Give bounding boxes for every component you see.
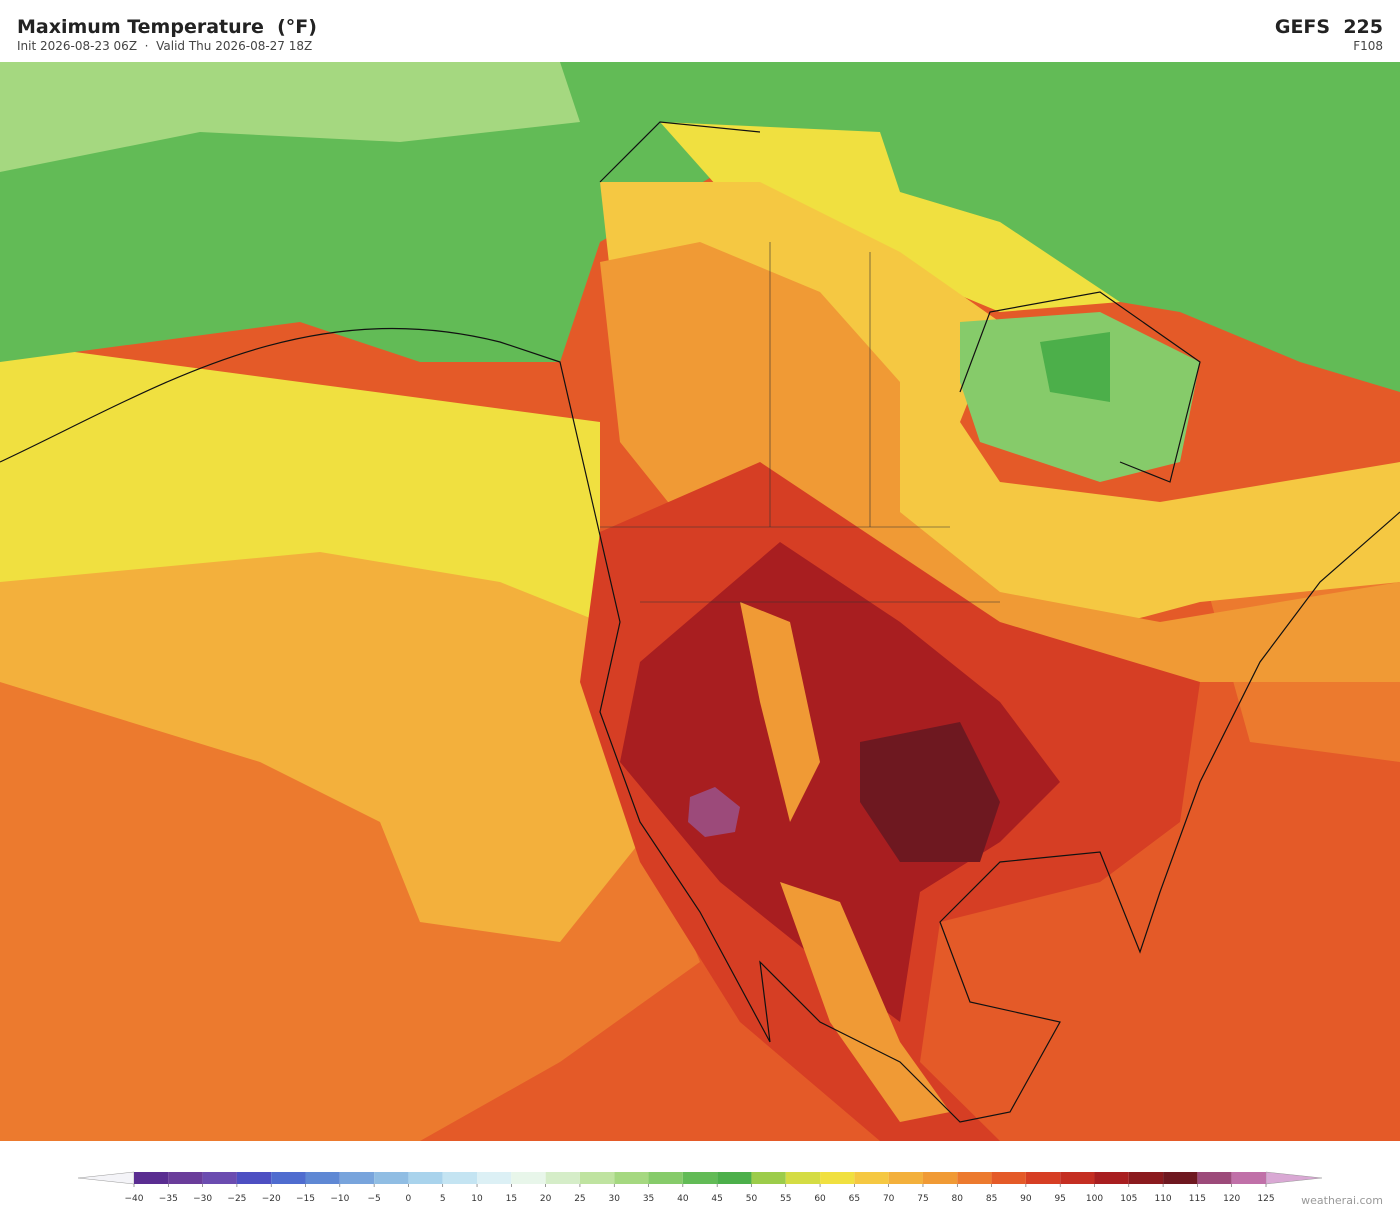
colorbar-swatch: [1094, 1172, 1129, 1184]
colorbar-swatch: [339, 1172, 375, 1184]
coastline: [0, 121, 1400, 1123]
colorbar-tick-label: −5: [367, 1194, 380, 1204]
colorbar-swatch: [1197, 1172, 1232, 1184]
colorbar-swatch: [682, 1172, 718, 1184]
colorbar-swatch: [477, 1172, 512, 1184]
colorbar-extend-low: [77, 1171, 135, 1185]
colorbar-tick-label: 105: [1120, 1194, 1137, 1204]
colorbar-tick-label: 125: [1257, 1194, 1274, 1204]
colorbar-swatch: [236, 1172, 272, 1184]
colorbar-swatch: [271, 1172, 306, 1184]
colorbar-tick-label: 85: [986, 1194, 997, 1204]
colorbar-swatch: [1163, 1172, 1198, 1184]
colorbar-swatch: [1231, 1172, 1266, 1184]
colorbar-tick-label: −15: [296, 1194, 315, 1204]
map-field: [688, 787, 740, 837]
map-field: [780, 882, 950, 1122]
colorbar-tick-label: 45: [711, 1194, 722, 1204]
colorbar-tick-label: 95: [1054, 1194, 1065, 1204]
colorbar-tick-label: 5: [440, 1194, 446, 1204]
title: Maximum Temperature (°F): [17, 16, 317, 38]
colorbar-swatch: [202, 1172, 237, 1184]
colorbar-tick-label: 40: [677, 1194, 689, 1204]
colorbar-swatch: [751, 1172, 786, 1184]
colorbar-swatch: [991, 1172, 1026, 1184]
colorbar-swatch: [717, 1172, 752, 1184]
colorbar-tick-label: 55: [780, 1194, 791, 1204]
colorbar-tick-label: 10: [471, 1194, 483, 1204]
colorbar-swatch: [957, 1172, 992, 1184]
colorbar-tick-label: 120: [1223, 1194, 1240, 1204]
borders: [600, 242, 1000, 603]
colorbar-tick-label: −10: [330, 1194, 349, 1204]
colorbar-swatch: [888, 1172, 923, 1184]
colorbar-swatch: [854, 1172, 889, 1184]
map: [0, 62, 1400, 1141]
colorbar-tick-label: 35: [643, 1194, 654, 1204]
map-field: [0, 62, 1400, 392]
colorbar-swatch: [579, 1172, 615, 1184]
colorbar-swatch: [785, 1172, 821, 1184]
colorbar-swatch: [922, 1172, 958, 1184]
colorbar-tick-label: 50: [746, 1194, 758, 1204]
colorbar-swatch: [1060, 1172, 1095, 1184]
colorbar-tick-label: 0: [406, 1194, 412, 1204]
colorbar-swatch: [168, 1172, 203, 1184]
colorbar-tick-label: 30: [609, 1194, 621, 1204]
colorbar-swatch: [305, 1172, 340, 1184]
map-field: [860, 722, 1000, 862]
colorbar-swatch: [1025, 1172, 1061, 1184]
colorbar-tick-label: 65: [849, 1194, 860, 1204]
colorbar-tick-label: 75: [917, 1194, 928, 1204]
map-field: [620, 542, 1060, 1022]
map-field: [0, 342, 600, 622]
colorbar-tick-label: 80: [952, 1194, 964, 1204]
colorbar-tick-label: 90: [1020, 1194, 1032, 1204]
colorbar-swatch: [820, 1172, 855, 1184]
colorbar-tick-label: −25: [227, 1194, 246, 1204]
colorbar-tick-label: 20: [540, 1194, 552, 1204]
colorbar-extend-high: [1265, 1171, 1323, 1185]
colorbar-swatch: [1128, 1172, 1164, 1184]
colorbar-swatch: [134, 1172, 169, 1184]
colorbar-swatch: [511, 1172, 546, 1184]
colorbar-tick-label: 70: [883, 1194, 895, 1204]
map-field: [0, 532, 640, 942]
colorbar-tick-label: 15: [506, 1194, 517, 1204]
colorbar-tick-label: −20: [262, 1194, 281, 1204]
subtitle: Init 2026-08-23 06Z · Valid Thu 2026-08-…: [17, 39, 313, 53]
colorbar-swatch: [408, 1172, 443, 1184]
colorbar-swatch: [545, 1172, 580, 1184]
map-field: [660, 122, 1120, 312]
colorbar-tick-label: −35: [159, 1194, 178, 1204]
map-field: [740, 602, 820, 822]
colorbar-tick-label: 60: [814, 1194, 826, 1204]
colorbar-tick-label: 25: [574, 1194, 585, 1204]
colorbar-swatch: [614, 1172, 649, 1184]
colorbar-swatch: [374, 1172, 409, 1184]
model: GEFS 225: [1274, 16, 1383, 38]
watermark: weatherai.com: [1301, 1194, 1383, 1207]
colorbar-tick-label: 110: [1154, 1194, 1171, 1204]
colorbar-tick-label: 115: [1189, 1194, 1206, 1204]
colorbar-tick-label: 100: [1086, 1194, 1103, 1204]
map-field: [1040, 332, 1110, 402]
colorbar: weatherai.com −40 −35 −30 −25 −20 −15 −10 −5 0 5 1…: [77, 1171, 1383, 1207]
forecast-hour: F108: [1353, 39, 1383, 53]
colorbar-swatch: [442, 1172, 478, 1184]
map-field: [0, 62, 580, 172]
colorbar-tick-label: −30: [193, 1194, 212, 1204]
colorbar-tick-label: −40: [125, 1194, 144, 1204]
colorbar-swatch: [648, 1172, 683, 1184]
